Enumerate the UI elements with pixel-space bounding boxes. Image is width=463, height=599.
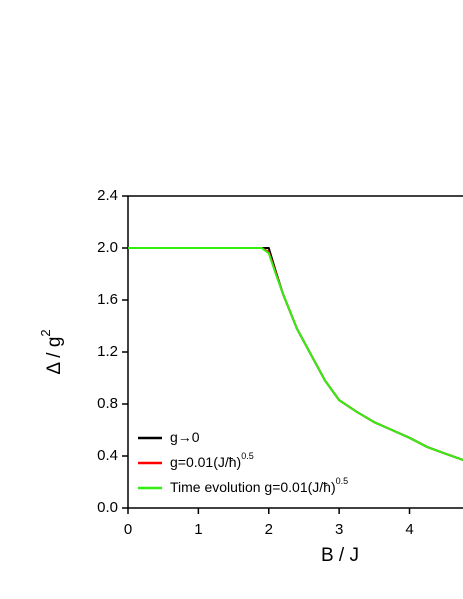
y-tick-label: 0.8 [97, 395, 118, 412]
legend-label: Time evolution g=0.01(J/ħ)0.5 [170, 476, 348, 494]
x-tick-label: 3 [335, 521, 343, 538]
legend-label: g→0 [170, 429, 200, 445]
y-axis-label-sup: 2 [38, 329, 53, 336]
y-tick-label: 1.2 [97, 343, 118, 360]
y-axis-label: Δ / g2 [38, 329, 65, 374]
y-tick-label: 0.4 [97, 447, 118, 464]
series-line [128, 247, 463, 461]
legend-label-sup: 0.5 [241, 451, 254, 461]
legend-label-text: Time evolution g=0.01(J/ħ) [170, 479, 336, 495]
x-tick-label: 4 [405, 521, 413, 538]
legend-label-sup: 0.5 [336, 476, 349, 486]
y-tick-label: 2.4 [97, 187, 118, 204]
y-tick-label: 0.0 [97, 499, 118, 516]
legend-label-text: g→0 [170, 429, 200, 445]
x-axis-label: B / J [321, 545, 359, 566]
legend-label: g=0.01(J/ħ)0.5 [170, 451, 254, 469]
x-tick-label: 0 [124, 521, 132, 538]
x-tick-label: 2 [265, 521, 273, 538]
y-axis-label-text: Δ / g [44, 337, 65, 375]
y-tick-label: 1.6 [97, 291, 118, 308]
legend-label-text: g=0.01(J/ħ) [170, 454, 241, 470]
x-tick-label: 1 [194, 521, 202, 538]
y-tick-label: 2.0 [97, 239, 118, 256]
